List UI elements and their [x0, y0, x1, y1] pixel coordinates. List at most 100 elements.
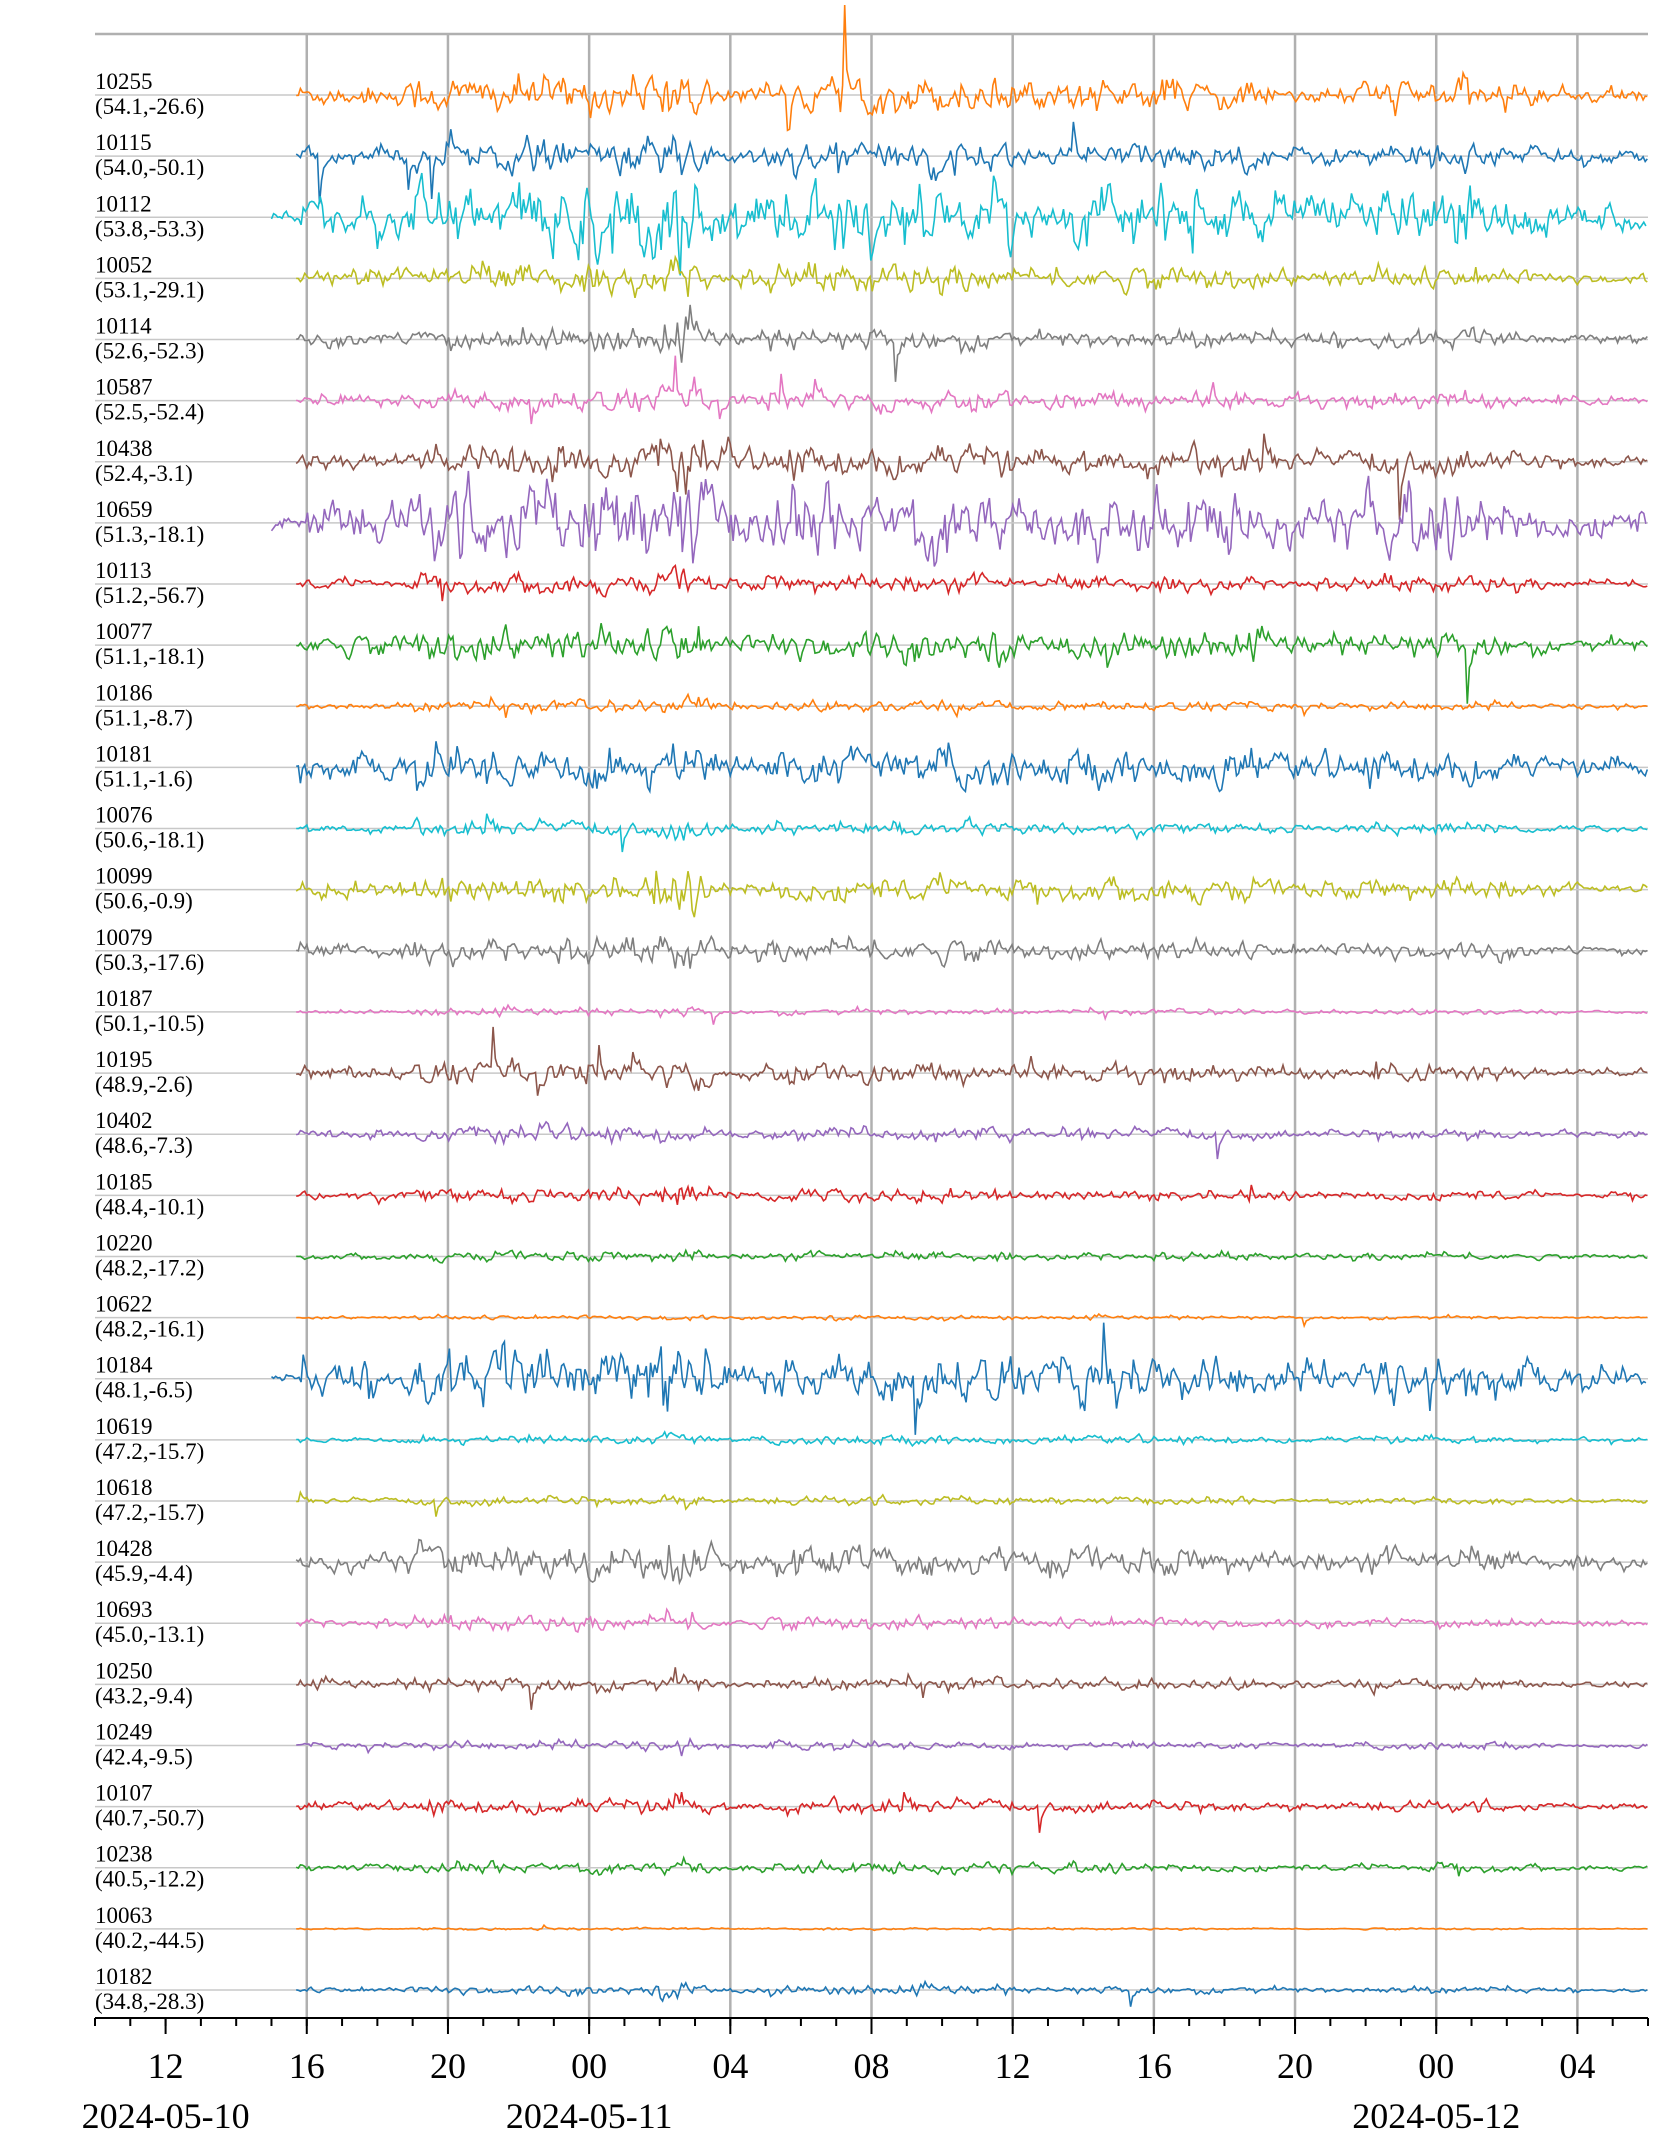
x-axis: 12 16 20 00 04 08 12 16 20 00 04 2024-05-10 2024-05-… — [82, 2017, 1649, 2136]
station-id-label: 10076 — [95, 803, 153, 828]
station-coords-label: (40.5,-12.2) — [95, 1867, 204, 1892]
station-coords-label: (52.6,-52.3) — [95, 339, 204, 364]
station-coords-label: (43.2,-9.4) — [95, 1683, 193, 1708]
station-id-label: 10181 — [95, 741, 153, 766]
series-line-10587 — [295, 355, 1648, 425]
station-coords-label: (48.9,-2.6) — [95, 1072, 193, 1097]
station-id-label: 10115 — [95, 130, 152, 155]
x-tick-label: 16 — [1136, 2046, 1172, 2086]
station-id-label: 10052 — [95, 252, 153, 277]
series-line-10619 — [296, 1430, 1648, 1448]
station-coords-label: (48.1,-6.5) — [95, 1378, 193, 1403]
x-date-label: 2024-05-11 — [506, 2096, 673, 2136]
station-id-label: 10077 — [95, 619, 153, 644]
x-tick-label: 04 — [712, 2046, 748, 2086]
x-tick-label: 20 — [430, 2046, 466, 2086]
station-label-layer: 10255(54.1,-26.6)10115(54.0,-50.1)10112(… — [95, 69, 204, 2014]
station-coords-label: (40.7,-50.7) — [95, 1806, 204, 1831]
station-coords-label: (34.8,-28.3) — [95, 1989, 204, 2014]
series-line-10659 — [270, 470, 1647, 567]
station-coords-label: (48.4,-10.1) — [95, 1194, 204, 1219]
series-line-10255 — [296, 4, 1648, 132]
station-coords-label: (47.2,-15.7) — [95, 1439, 204, 1464]
station-id-label: 10659 — [95, 497, 153, 522]
series-line-10250 — [296, 1667, 1648, 1710]
station-coords-label: (51.2,-56.7) — [95, 583, 204, 608]
series-line-10220 — [296, 1248, 1648, 1264]
series-line-10622 — [296, 1312, 1648, 1329]
station-id-label: 10182 — [95, 1964, 153, 1989]
station-coords-label: (53.1,-29.1) — [95, 277, 204, 302]
grid-layer — [95, 32, 1648, 2018]
station-id-label: 10063 — [95, 1903, 153, 1928]
station-id-label: 10249 — [95, 1719, 153, 1744]
series-line-10052 — [296, 254, 1648, 299]
series-line-10184 — [270, 1322, 1647, 1435]
series-line-10693 — [296, 1607, 1648, 1634]
station-id-label: 10107 — [95, 1781, 153, 1806]
series-line-10113 — [296, 564, 1648, 602]
station-coords-label: (45.9,-4.4) — [95, 1561, 193, 1586]
station-id-label: 10114 — [95, 314, 152, 339]
x-date-label: 2024-05-10 — [82, 2096, 250, 2136]
station-coords-label: (40.2,-44.5) — [95, 1928, 204, 1953]
station-id-label: 10438 — [95, 436, 153, 461]
station-id-label: 10428 — [95, 1536, 153, 1561]
station-coords-label: (50.3,-17.6) — [95, 950, 204, 975]
series-line-10099 — [295, 870, 1648, 918]
x-tick-label: 00 — [571, 2046, 607, 2086]
x-tick-label: 16 — [289, 2046, 325, 2086]
station-id-label: 10079 — [95, 925, 153, 950]
station-coords-label: (51.1,-1.6) — [95, 766, 193, 791]
station-coords-label: (51.1,-18.1) — [95, 644, 204, 669]
station-coords-label: (51.3,-18.1) — [95, 522, 204, 547]
series-line-10185 — [296, 1184, 1648, 1207]
series-line-10063 — [296, 1923, 1648, 1932]
series-line-10107 — [296, 1791, 1648, 1833]
series-line-10195 — [296, 1026, 1648, 1096]
station-id-label: 10184 — [95, 1353, 153, 1378]
station-id-label: 10099 — [95, 864, 153, 889]
station-id-label: 10618 — [95, 1475, 153, 1500]
series-line-10187 — [296, 1003, 1648, 1025]
station-id-label: 10693 — [95, 1597, 153, 1622]
station-id-label: 10220 — [95, 1230, 153, 1255]
series-line-10186 — [296, 692, 1648, 719]
series-line-10076 — [296, 813, 1648, 853]
station-id-label: 10112 — [95, 191, 152, 216]
station-coords-label: (50.1,-10.5) — [95, 1011, 204, 1036]
station-coords-label: (50.6,-0.9) — [95, 889, 193, 914]
station-id-label: 10619 — [95, 1414, 153, 1439]
station-id-label: 10113 — [95, 558, 152, 583]
series-line-10438 — [295, 433, 1648, 520]
station-coords-label: (48.2,-17.2) — [95, 1255, 204, 1280]
series-line-10618 — [296, 1490, 1648, 1517]
station-id-label: 10195 — [95, 1047, 153, 1072]
station-id-label: 10185 — [95, 1169, 153, 1194]
series-line-10402 — [295, 1120, 1648, 1160]
x-tick-label: 08 — [854, 2046, 890, 2086]
station-coords-label: (53.8,-53.3) — [95, 216, 204, 241]
station-id-label: 10186 — [95, 680, 153, 705]
station-id-label: 10250 — [95, 1658, 153, 1683]
x-date-label: 2024-05-12 — [1352, 2096, 1520, 2136]
station-coords-label: (48.6,-7.3) — [95, 1133, 193, 1158]
trace-layer — [95, 4, 1649, 2007]
series-line-10114 — [295, 304, 1648, 382]
station-id-label: 10587 — [95, 375, 153, 400]
station-coords-label: (51.1,-8.7) — [95, 705, 193, 730]
x-tick-label: 00 — [1418, 2046, 1454, 2086]
x-tick-label: 12 — [995, 2046, 1031, 2086]
series-line-10181 — [296, 741, 1649, 794]
station-coords-label: (54.0,-50.1) — [95, 155, 204, 180]
station-coords-label: (54.1,-26.6) — [95, 94, 204, 119]
station-coords-label: (52.4,-3.1) — [95, 461, 193, 486]
station-id-label: 10238 — [95, 1842, 153, 1867]
station-id-label: 10187 — [95, 986, 153, 1011]
x-tick-label: 04 — [1559, 2046, 1595, 2086]
station-id-label: 10255 — [95, 69, 153, 94]
series-line-10428 — [295, 1538, 1648, 1586]
station-coords-label: (52.5,-52.4) — [95, 400, 204, 425]
series-line-10182 — [296, 1979, 1648, 2007]
